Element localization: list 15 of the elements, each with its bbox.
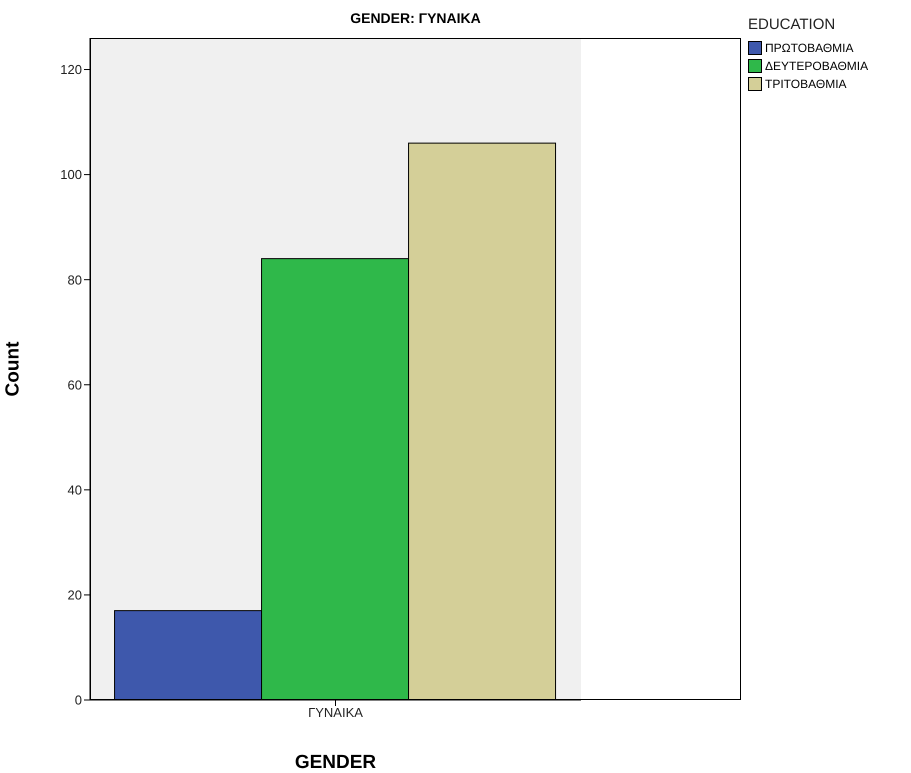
y-tick-label: 40 bbox=[68, 482, 82, 498]
y-tick-label: 80 bbox=[68, 272, 82, 288]
legend-title: EDUCATION bbox=[748, 16, 836, 33]
y-axis-title: Count bbox=[2, 340, 24, 396]
legend-label: ΔΕΥΤΕΡΟΒΑΘΜΙΑ bbox=[765, 59, 868, 73]
chart-title: GENDER: ΓΥΝΑΙΚΑ bbox=[349, 10, 482, 26]
y-tick-label: 0 bbox=[74, 692, 82, 708]
legend-label: ΠΡΩΤΟΒΑΘΜΙΑ bbox=[765, 41, 854, 55]
legend-label: ΤΡΙΤΟΒΑΘΜΙΑ bbox=[765, 77, 847, 91]
x-axis-title: GENDER bbox=[294, 752, 376, 773]
y-tick-label: 20 bbox=[68, 588, 82, 603]
y-tick-label: 60 bbox=[68, 377, 82, 392]
y-tick-label: 100 bbox=[60, 167, 82, 182]
y-tick-label: 120 bbox=[60, 62, 82, 78]
x-tick-label: ΓΥΝΑΙΚΑ bbox=[308, 705, 364, 720]
